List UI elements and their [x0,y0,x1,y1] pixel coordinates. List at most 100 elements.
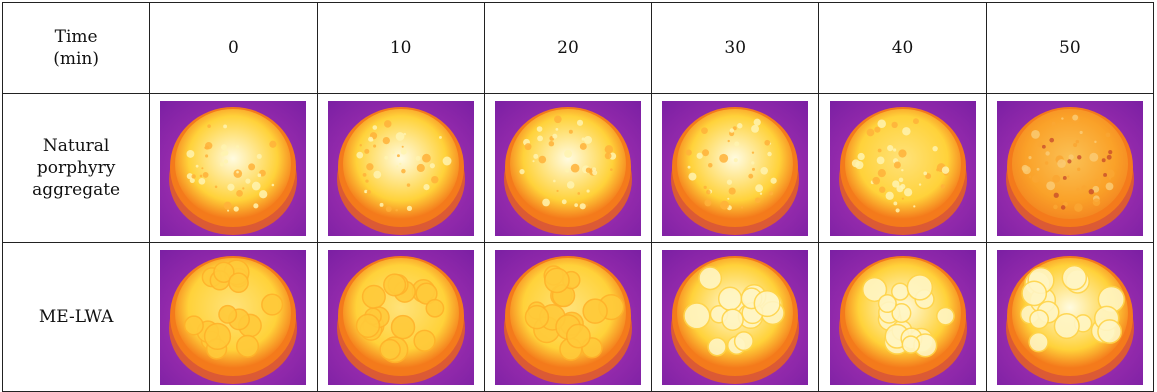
time-header-line: Time [54,26,98,47]
aggregate-speckle [706,189,711,194]
specimen-surface [175,108,292,219]
thermal-image [160,249,307,385]
aggregate-speckle [423,183,430,190]
aggregate-speckle [385,205,392,212]
row-label-line: aggregate [32,180,121,201]
aggregate-speckle [359,143,362,146]
aggregate-speckle [519,168,525,174]
aggregate-speckle [384,155,388,160]
aggregate-cell [718,286,743,311]
row-label-line: porphyry [36,157,116,178]
time-20-header: 20 [483,2,653,94]
aggregate-cell [1029,308,1049,329]
aggregate-speckle [1053,204,1058,209]
aggregate-speckle [729,127,735,133]
specimen-surface [677,108,794,219]
thermal-image [494,249,641,385]
aggregate-speckle [395,164,399,167]
aggregate-speckle [1046,180,1055,190]
thermal-image [327,100,474,236]
aggregate-speckle [1108,176,1112,180]
cool-spot [1049,137,1054,142]
aggregate-speckle [533,153,539,159]
aggregate-speckle [1067,174,1070,178]
aggregate-speckle [581,137,585,141]
cool-spot [1102,172,1107,177]
aggregate-speckle [733,157,739,162]
aggregate-cell [707,336,728,356]
aggregate-speckle [1031,174,1040,183]
aggregate-speckle [187,172,194,179]
aggregate-cell [1053,312,1080,339]
cool-spot [1088,188,1094,194]
aggregate-speckle [901,197,904,200]
aggregate-speckle [564,149,572,158]
cool-spot [1060,204,1066,210]
aggregate-speckle [1052,174,1060,183]
thermal-image [996,100,1143,236]
aggregate-speckle [227,183,235,191]
aggregate-speckle [1094,140,1097,143]
aggregate-speckle [271,183,275,186]
aggregate-speckle [1028,155,1032,159]
aggregate-speckle [878,186,885,193]
aggregate-speckle [221,143,228,150]
image-cell [316,242,485,392]
thermal-image [662,249,809,385]
aggregate-speckle [732,125,737,130]
aggregate-speckle [687,165,691,169]
aggregate-speckle [685,148,693,156]
aggregate-speckle [1076,167,1081,171]
thermal-image [327,249,474,385]
aggregate-speckle [727,179,733,185]
aggregate-speckle [851,158,860,167]
time-10-header: 10 [316,2,485,94]
aggregate-speckle [912,204,915,207]
aggregate-cell [204,322,232,350]
row-label-line: Natural [42,135,110,156]
aggregate-speckle [1103,149,1109,155]
image-cell [316,93,485,243]
time-40-header: 40 [818,2,987,94]
aggregate-speckle [224,201,233,210]
aggregate-speckle [537,134,543,141]
aggregate-speckle [1089,152,1099,162]
aggregate-speckle [356,151,363,158]
aggregate-speckle [200,174,203,177]
aggregate-speckle [236,144,240,148]
aggregate-speckle [901,126,911,135]
aggregate-speckle [899,183,905,189]
cooling-overlay [1011,108,1128,219]
aggregate-speckle [892,147,896,152]
aggregate-speckle [532,159,535,162]
aggregate-speckle [524,142,532,150]
aggregate-cell [721,307,745,331]
specimen-surface [844,108,961,219]
aggregate-cell [261,293,284,316]
aggregate-speckle [373,170,381,178]
aggregate-speckle [372,144,376,148]
aggregate-speckle [245,178,251,184]
aggregate-speckle [1057,158,1066,168]
image-cell [985,242,1155,392]
aggregate-speckle [554,114,562,123]
aggregate-speckle [552,133,558,139]
aggregate-speckle [542,198,550,206]
aggregate-speckle [727,197,730,200]
cool-spot [1062,175,1067,180]
image-cell [818,242,987,392]
aggregate-speckle [760,192,763,195]
cool-spot [1041,144,1046,149]
aggregate-speckle [555,127,559,131]
aggregate-speckle [604,152,612,159]
aggregate-speckle [553,179,556,182]
aggregate-speckle [1028,175,1032,178]
aggregate-speckle [366,189,371,194]
aggregate-speckle [604,144,614,154]
aggregate-speckle [720,200,730,210]
aggregate-speckle [257,153,263,159]
row-label-me-lwa: ME-LWA [1,242,151,392]
aggregate-cell [236,334,260,358]
aggregate-cell [413,329,436,352]
specimen-surface [1011,108,1128,219]
